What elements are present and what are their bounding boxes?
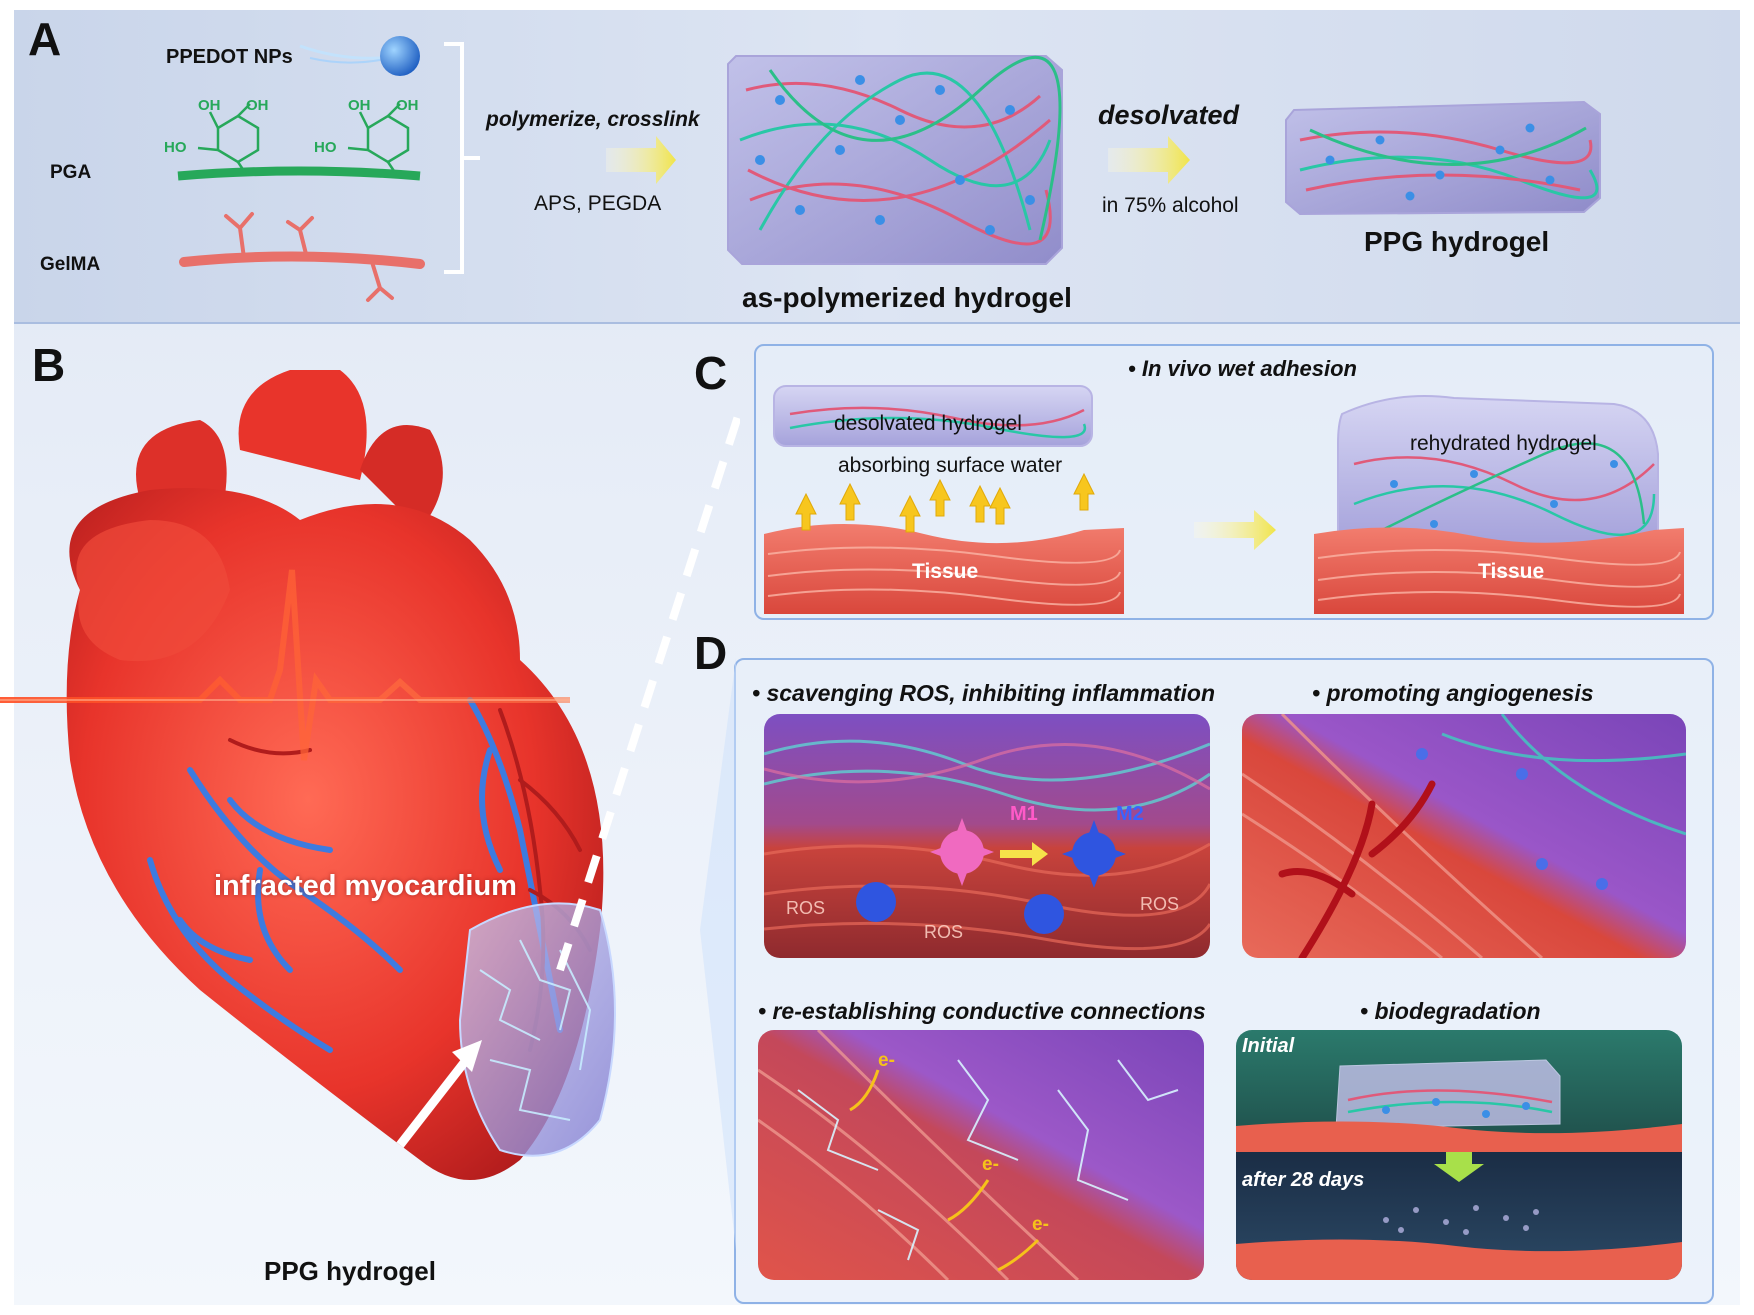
- electron-label-1: e-: [878, 1050, 895, 1071]
- tissue-left: [764, 524, 1124, 614]
- conductive-title: • re-establishing conductive connections: [758, 998, 1206, 1024]
- ppedot-label: PPEDOT NPs: [166, 46, 293, 68]
- as-polymerized-hydrogel-block: [727, 55, 1063, 265]
- patch-pointer-arrowhead: [452, 1040, 482, 1072]
- step2-top-label: desolvated: [1098, 100, 1240, 130]
- water-absorption-arrows: [795, 472, 1095, 533]
- gelma-label: GelMA: [40, 254, 101, 275]
- oh-label-1: OH: [198, 97, 221, 114]
- ecg-waveform: [0, 569, 570, 761]
- time-arrow-icon: [1434, 1152, 1484, 1182]
- initial-hydrogel-block: [1335, 1059, 1561, 1129]
- biodeg-title: • biodegradation: [1360, 998, 1541, 1024]
- panel-a-letter: A: [28, 13, 62, 65]
- m2-macrophage-icon: [1062, 820, 1126, 888]
- product-caption: PPG hydrogel: [1364, 226, 1550, 257]
- ppg-hydrogel-patch: [458, 902, 616, 1157]
- ros-scene: M1 M2 ROS ROS ROS: [764, 714, 1210, 958]
- electric-discharge: [797, 1059, 1179, 1261]
- gelma-structure-icon: [179, 212, 425, 302]
- initial-tissue: [1236, 1121, 1682, 1152]
- rehydration-arrow-icon: [1194, 510, 1276, 550]
- final-tissue: [1236, 1239, 1682, 1280]
- panel-d-connector: [700, 658, 736, 1250]
- desolvated-label: desolvated hydrogel: [834, 412, 1022, 435]
- dashed-connector-to-c: [556, 408, 740, 972]
- ros-label-2: ROS: [924, 922, 963, 942]
- biodegradation-scene: Initial after 28 days: [1236, 1030, 1682, 1280]
- m2-label: M2: [1116, 803, 1144, 825]
- nanoparticle-sphere: [380, 36, 420, 76]
- aorta-shape: [238, 370, 367, 480]
- infarct-label: infracted myocardium: [214, 870, 517, 902]
- degraded-hydrogel-remnants: [1383, 1205, 1539, 1235]
- conductive-scene: e- e- e-: [758, 1030, 1204, 1280]
- arrow-desolvate-icon: [1108, 136, 1190, 184]
- patch-pointer-arrow: [396, 1052, 474, 1148]
- pga-label: PGA: [50, 162, 92, 183]
- pga-structure-icon: [177, 103, 421, 181]
- ros-label-1: ROS: [786, 898, 825, 918]
- panel-c-title-text: In vivo wet adhesion: [1141, 356, 1357, 381]
- absorbing-label: absorbing surface water: [838, 454, 1063, 477]
- oh-label-5: OH: [396, 97, 419, 114]
- patch-label: PPG hydrogel: [264, 1256, 436, 1286]
- ppedot-nanoparticle-icon: [299, 36, 420, 76]
- panel-c-title: • In vivo wet adhesion: [1128, 356, 1357, 381]
- oh-label-3: HO: [164, 139, 187, 156]
- ros-title-text: scavenging ROS, inhibiting inflammation: [766, 680, 1215, 706]
- conductive-title-text: re-establishing conductive connections: [772, 998, 1206, 1024]
- electron-paths: [849, 1069, 1040, 1272]
- ppg-hydrogel-block: [1285, 100, 1601, 216]
- angio-title: • promoting angiogenesis: [1312, 680, 1594, 706]
- angiogenesis-scene: [1242, 714, 1686, 958]
- panel-c-letter: C: [694, 347, 728, 399]
- step1-top-label: polymerize, crosslink: [486, 108, 700, 131]
- rehydrated-label: rehydrated hydrogel: [1410, 432, 1597, 455]
- grouping-bracket: [444, 42, 480, 274]
- arrow-polymerize-icon: [606, 136, 676, 184]
- pulmonary-artery-shape: [360, 425, 443, 530]
- oh-label-4: OH: [348, 97, 371, 114]
- tissue-right: [1314, 527, 1684, 614]
- m1-macrophage-icon: [930, 818, 994, 886]
- oh-labels: OH OH HO OH OH HO: [164, 97, 419, 156]
- new-blood-vessels: [1278, 780, 1436, 958]
- oh-label-2: OH: [246, 97, 269, 114]
- rehydrated-hydrogel-block: [1337, 395, 1659, 545]
- panel-d-letter: D: [694, 627, 728, 679]
- macrophage-cluster-icons: [856, 882, 1064, 934]
- angio-title-text: promoting angiogenesis: [1326, 680, 1594, 706]
- electron-label-3: e-: [1032, 1214, 1049, 1235]
- oh-label-6: HO: [314, 139, 337, 156]
- panel-c-graphics: [764, 385, 1684, 614]
- electron-label-2: e-: [982, 1154, 999, 1175]
- step2-bottom-label: in 75% alcohol: [1102, 194, 1239, 217]
- step1-bottom-label: APS, PEGDA: [534, 192, 662, 215]
- panel-a-graphics: OH OH HO OH OH HO: [164, 36, 1601, 302]
- desolvated-hydrogel-bar: [773, 385, 1093, 447]
- panel-b-letter: B: [32, 339, 66, 391]
- biodeg-title-text: biodegradation: [1374, 998, 1541, 1024]
- tissue-label-left: Tissue: [912, 560, 979, 583]
- polarization-arrow-icon: [1000, 842, 1048, 866]
- atrium-shape: [76, 520, 230, 662]
- initial-label: Initial: [1242, 1035, 1295, 1057]
- tissue-label-right: Tissue: [1478, 560, 1545, 583]
- ros-title: • scavenging ROS, inhibiting inflammatio…: [752, 680, 1215, 706]
- intermediate-caption: as-polymerized hydrogel: [742, 282, 1072, 313]
- m1-label: M1: [1010, 803, 1038, 825]
- ros-label-3: ROS: [1140, 894, 1179, 914]
- after-label: after 28 days: [1242, 1169, 1364, 1191]
- heart-illustration: [0, 370, 740, 1180]
